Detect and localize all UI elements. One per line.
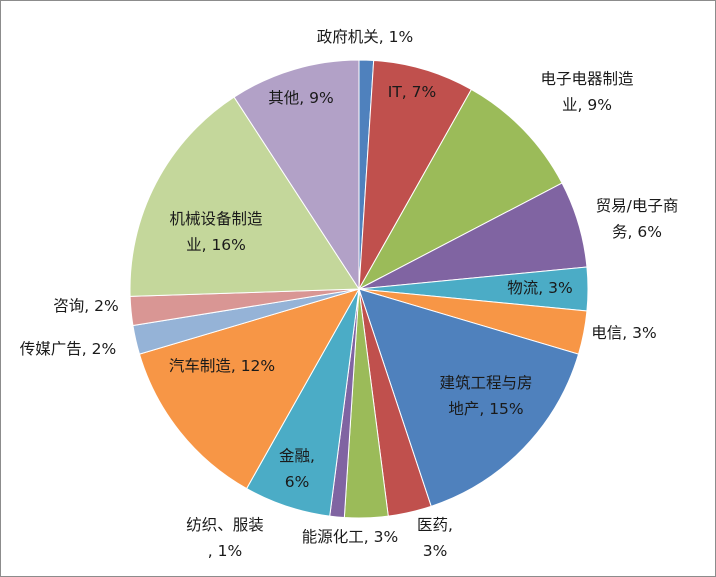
slice-label-4: 物流, 3% bbox=[507, 279, 572, 297]
pie-slice-6 bbox=[358, 288, 580, 507]
slice-label-line: 业, 16% bbox=[186, 236, 246, 254]
slice-label-2: 电子电器制造业, 9% bbox=[540, 70, 634, 114]
slice-label-10: 金融, 6% bbox=[279, 447, 315, 491]
slice-label-15: 其他, 9% bbox=[268, 89, 333, 107]
slice-label-line: 机械设备制造 bbox=[169, 210, 263, 228]
slice-label-line: 业, 9% bbox=[562, 96, 612, 114]
slice-label-line: 咨询, 2% bbox=[53, 297, 118, 315]
slice-label-line: 汽车制造, 12% bbox=[169, 357, 275, 375]
slice-label-line: 电子电器制造 bbox=[540, 70, 634, 88]
slice-label-line: 纺织、服装 bbox=[186, 516, 264, 534]
slice-label-line: 物流, 3% bbox=[507, 279, 572, 297]
slice-label-line: , 1% bbox=[208, 542, 242, 560]
pie-labels: 政府机关, 1% IT, 7% 电子电器制造业, 9% 贸易/电子商务, 6% 物流, … bbox=[20, 28, 679, 560]
slice-label-5: 电信, 3% bbox=[591, 324, 656, 342]
slice-label-0: 政府机关, 1% bbox=[317, 28, 413, 46]
slice-label-12: 传媒广告, 2% bbox=[20, 340, 116, 358]
slice-label-line: 传媒广告, 2% bbox=[20, 340, 116, 358]
slice-label-13: 咨询, 2% bbox=[53, 297, 118, 315]
slice-label-11: 汽车制造, 12% bbox=[169, 357, 275, 375]
slice-label-line: 地产, 15% bbox=[448, 400, 523, 418]
slice-label-line: 其他, 9% bbox=[268, 89, 333, 107]
slice-label-9: 纺织、服装 , 1% bbox=[186, 516, 264, 560]
slice-label-14: 机械设备制造业, 16% bbox=[169, 210, 263, 254]
slice-label-line: 贸易/电子商 bbox=[596, 197, 679, 215]
slice-label-line: 能源化工, 3% bbox=[302, 528, 398, 546]
slice-label-line: 务, 6% bbox=[612, 223, 662, 241]
pie-slice-14 bbox=[129, 96, 360, 297]
slice-label-line: IT, 7% bbox=[388, 83, 436, 101]
slice-label-3: 贸易/电子商务, 6% bbox=[596, 197, 679, 241]
pie-slice-15 bbox=[233, 59, 360, 291]
slice-label-line: 建筑工程与房 bbox=[439, 374, 532, 392]
slice-label-1: IT, 7% bbox=[388, 83, 436, 101]
slice-label-line: 政府机关, 1% bbox=[317, 28, 413, 46]
pie-slices bbox=[129, 59, 589, 519]
slice-label-line: 医药, bbox=[417, 516, 453, 534]
slice-label-line: 3% bbox=[423, 542, 448, 560]
pie-slice-1 bbox=[358, 59, 473, 290]
slice-label-7: 医药, 3% bbox=[417, 516, 453, 560]
pie-slice-11 bbox=[138, 288, 361, 490]
slice-label-line: 6% bbox=[285, 473, 310, 491]
slice-label-8: 能源化工, 3% bbox=[302, 528, 398, 546]
slice-label-6: 建筑工程与房地产, 15% bbox=[439, 374, 532, 418]
slice-label-line: 金融, bbox=[279, 447, 315, 465]
slice-label-line: 电信, 3% bbox=[591, 324, 656, 342]
pie-slice-2 bbox=[357, 88, 563, 291]
